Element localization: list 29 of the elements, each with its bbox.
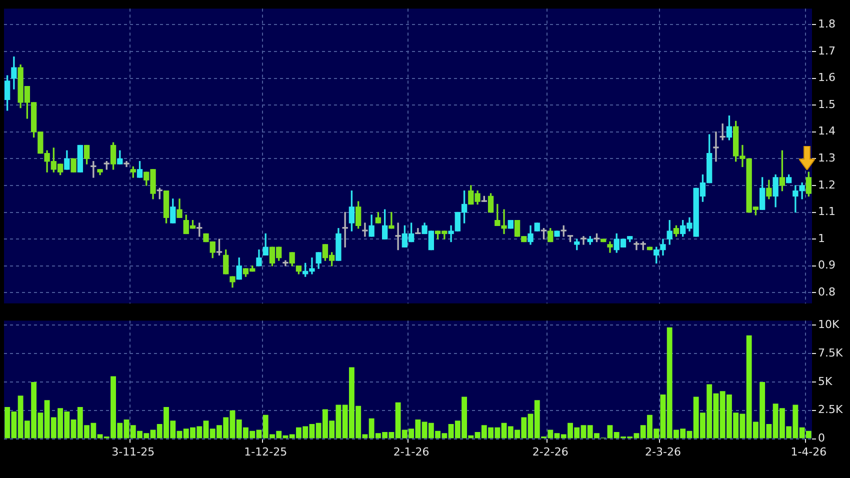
y-tick-label: 0.8 xyxy=(818,286,836,299)
y-tick-label: 1.3 xyxy=(818,152,836,165)
candlestick xyxy=(415,228,421,234)
y-tick-label: 0.9 xyxy=(818,258,836,272)
y-tick-label: 1 xyxy=(818,232,825,245)
y-tick-label: 5K xyxy=(818,374,833,388)
candlestick xyxy=(395,222,401,250)
candlestick xyxy=(388,212,394,229)
candlestick xyxy=(580,236,586,245)
x-tick-label: 2-3-26 xyxy=(645,445,681,458)
y-tick-label: 1.6 xyxy=(818,71,836,84)
y-tick-label: 1.2 xyxy=(818,178,836,192)
x-tick-label: 2-1-26 xyxy=(393,445,430,458)
y-tick-label: 0 xyxy=(818,432,825,445)
y-tick-label: 10K xyxy=(818,318,840,332)
x-tick-label: 3-11-25 xyxy=(112,445,155,458)
candlestick xyxy=(282,260,288,266)
y-tick-label: 1.4 xyxy=(818,124,836,138)
y-tick-label: 2.5K xyxy=(818,403,844,416)
x-tick-label: 1-4-26 xyxy=(790,445,827,458)
candlestick xyxy=(362,222,368,237)
candlestick xyxy=(713,132,719,162)
x-tick-label: 1-12-25 xyxy=(244,445,288,458)
y-tick-label: 1.5 xyxy=(818,98,836,111)
y-tick-label: 1.7 xyxy=(818,44,836,58)
y-tick-label: 1.8 xyxy=(818,18,836,31)
y-tick-label: 1.1 xyxy=(818,205,836,218)
x-tick-label: 2-2-26 xyxy=(532,445,568,458)
y-tick-label: 7.5K xyxy=(818,346,844,360)
